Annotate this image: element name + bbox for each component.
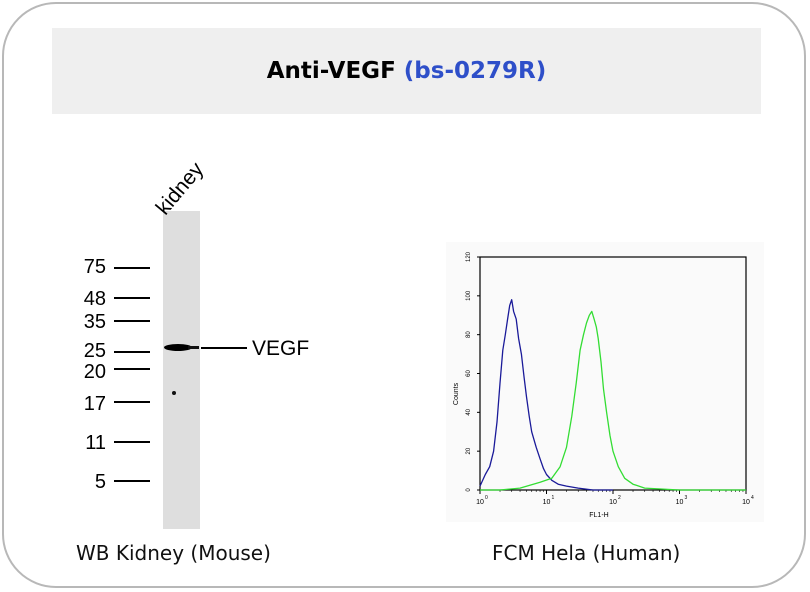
marker-label-48: 48: [83, 288, 106, 310]
y-tick-label: 40: [466, 408, 472, 415]
marker-tick: [114, 480, 150, 482]
blot-speck: [172, 391, 176, 395]
band-label: VEGF: [252, 337, 310, 360]
y-tick-label: 60: [466, 370, 472, 377]
y-tick-label: 0: [466, 488, 472, 492]
y-tick-label: 20: [466, 447, 472, 454]
x-tick-exponent: 0: [485, 495, 488, 501]
fcm-caption: FCM Hela (Human): [492, 541, 681, 565]
x-tick-label: 10: [676, 499, 684, 506]
x-axis-label: FL1-H: [589, 512, 608, 519]
protein-band: [164, 344, 192, 351]
marker-label-20: 20: [83, 361, 106, 383]
series-line-green: [480, 310, 746, 491]
marker-label-11: 11: [85, 432, 106, 454]
y-tick-label: 120: [466, 251, 472, 262]
x-tick-exponent: 3: [685, 495, 688, 501]
marker-tick: [114, 401, 150, 403]
chart-background: [446, 242, 764, 522]
marker-label-25: 25: [83, 340, 106, 362]
y-axis-label: Counts: [453, 382, 460, 405]
series-group: [479, 299, 746, 491]
marker-tick: [114, 441, 150, 443]
x-tick-exponent: 1: [552, 495, 555, 501]
marker-label-75: 75: [83, 256, 106, 278]
x-tick-exponent: 2: [618, 495, 621, 501]
wb-caption: WB Kidney (Mouse): [76, 541, 271, 565]
x-tick-label: 10: [609, 499, 617, 506]
x-tick-exponent: 4: [751, 495, 754, 501]
marker-tick: [114, 320, 150, 322]
x-tick-label: 10: [476, 499, 484, 506]
marker-tick: [114, 297, 150, 299]
x-tick-label: 10: [742, 499, 750, 506]
marker-tick: [114, 267, 150, 269]
y-tick-label: 100: [466, 290, 472, 301]
band-pointer-line: [201, 347, 247, 349]
marker-tick: [114, 368, 150, 370]
marker-tick: [114, 351, 150, 353]
x-tick-label: 10: [543, 499, 551, 506]
series-line-blue: [479, 299, 613, 491]
protein-band-tail: [188, 346, 199, 349]
title-product-code: (bs-0279R): [403, 58, 547, 84]
blot-lane: [163, 211, 200, 529]
marker-label-5: 5: [94, 471, 106, 493]
title-bar: Anti-VEGF (bs-0279R): [52, 28, 761, 114]
page-title: Anti-VEGF (bs-0279R): [267, 58, 547, 84]
y-axis: 0 20 40 60 80 100 120: [466, 251, 480, 492]
y-tick-label: 80: [466, 331, 472, 338]
title-main: Anti-VEGF: [266, 58, 396, 84]
marker-label-35: 35: [83, 311, 106, 333]
marker-label-17: 17: [83, 393, 106, 415]
